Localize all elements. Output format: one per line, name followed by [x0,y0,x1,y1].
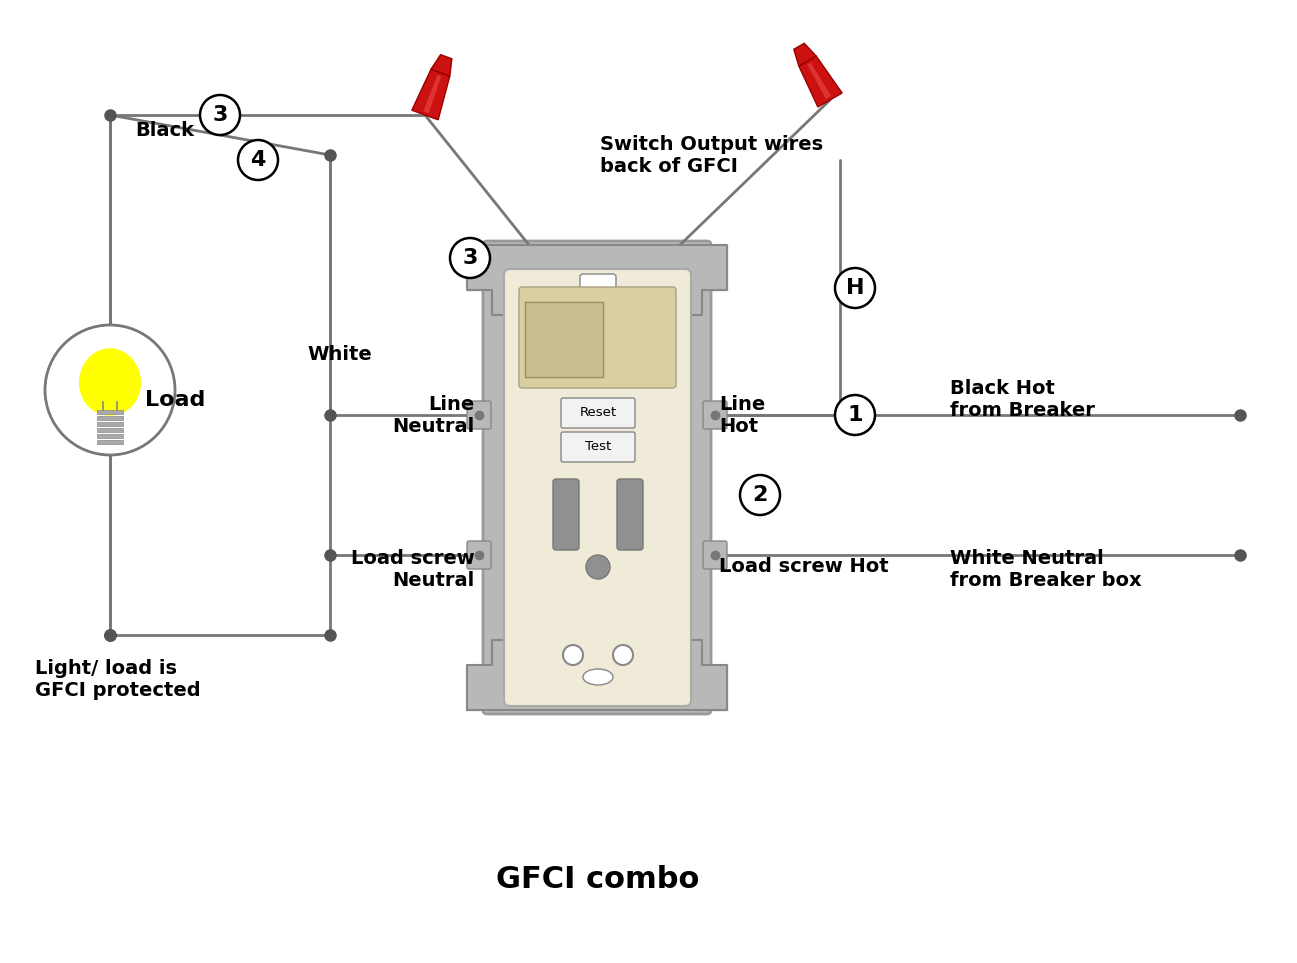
Text: 4: 4 [250,150,266,170]
FancyBboxPatch shape [97,422,123,426]
Text: White Neutral
from Breaker box: White Neutral from Breaker box [949,550,1141,590]
FancyBboxPatch shape [617,479,643,550]
Text: Black: Black [135,120,195,140]
Ellipse shape [582,669,613,685]
Polygon shape [467,640,728,710]
Circle shape [586,555,610,579]
Text: 3: 3 [462,248,477,268]
Polygon shape [431,55,451,76]
Circle shape [239,140,278,180]
Circle shape [450,238,490,278]
Text: Test: Test [585,440,611,454]
Text: Line
Neutral: Line Neutral [393,395,475,435]
Text: Reset: Reset [580,406,616,420]
FancyBboxPatch shape [467,401,492,429]
Circle shape [835,395,875,435]
Text: White: White [307,346,372,365]
Text: 2: 2 [752,485,768,505]
Text: Load screw Hot: Load screw Hot [719,558,888,577]
Circle shape [613,645,633,665]
FancyBboxPatch shape [562,398,636,428]
FancyBboxPatch shape [703,401,728,429]
FancyBboxPatch shape [97,428,123,432]
Circle shape [563,645,582,665]
FancyBboxPatch shape [97,440,123,444]
Text: Switch Output wires
back of GFCI: Switch Output wires back of GFCI [601,135,824,175]
Text: Load screw
Neutral: Load screw Neutral [351,550,475,590]
Text: Line
Hot: Line Hot [719,395,765,435]
FancyBboxPatch shape [97,410,123,414]
FancyBboxPatch shape [482,241,711,714]
FancyBboxPatch shape [97,416,123,420]
Text: H: H [846,278,864,298]
Text: 1: 1 [847,405,863,425]
Text: Load: Load [145,390,205,410]
FancyBboxPatch shape [467,541,492,569]
Circle shape [200,95,240,135]
Text: 3: 3 [213,105,228,125]
FancyBboxPatch shape [703,541,728,569]
Circle shape [45,325,175,455]
Polygon shape [467,245,728,315]
Circle shape [835,268,875,308]
FancyBboxPatch shape [519,287,676,388]
Polygon shape [807,63,831,99]
Text: Black Hot
from Breaker: Black Hot from Breaker [949,379,1095,421]
FancyBboxPatch shape [580,274,616,296]
Polygon shape [412,69,450,119]
Polygon shape [525,302,603,377]
Text: Light/ load is
GFCI protected: Light/ load is GFCI protected [35,660,201,700]
FancyBboxPatch shape [562,432,636,462]
Polygon shape [794,43,816,66]
Polygon shape [799,56,842,107]
Circle shape [613,290,633,310]
Polygon shape [79,349,140,415]
FancyBboxPatch shape [97,434,123,438]
Text: GFCI combo: GFCI combo [497,866,699,895]
Circle shape [741,475,779,515]
FancyBboxPatch shape [505,269,691,706]
Polygon shape [423,75,441,114]
Circle shape [563,290,582,310]
FancyBboxPatch shape [553,479,578,550]
